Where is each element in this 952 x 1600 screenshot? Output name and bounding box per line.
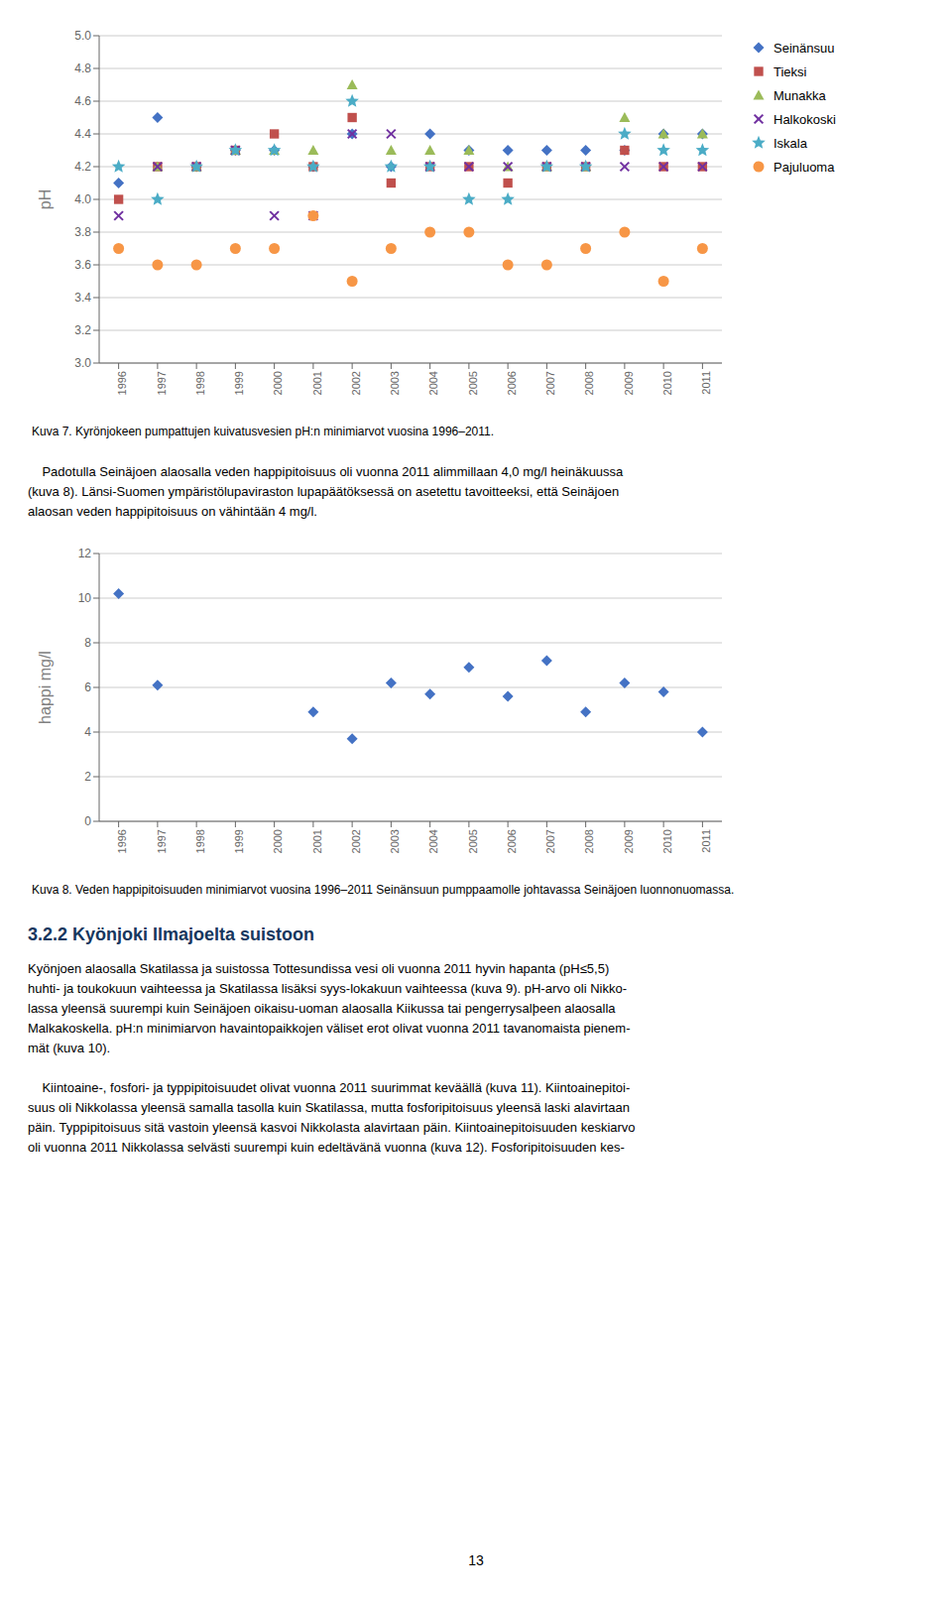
svg-text:4: 4 — [84, 724, 92, 739]
html-text:Munakka: Munakka — [773, 87, 826, 103]
svg-text:2009: 2009 — [622, 370, 635, 395]
svg-text:1999: 1999 — [233, 370, 245, 395]
svg-text:3.2: 3.2 — [74, 323, 92, 338]
svg-text:2009: 2009 — [622, 829, 635, 853]
html-text:huhti- ja toukokuun vaihteessa: huhti- ja toukokuun vaihteessa ja Skatil… — [27, 980, 627, 996]
svg-text:2010: 2010 — [661, 370, 674, 395]
svg-text:pH: pH — [36, 189, 54, 210]
svg-text:2000: 2000 — [271, 370, 284, 395]
html-text:Kiintoaine-, fosfori- ja typpi: Kiintoaine-, fosfori- ja typpipitoisuude… — [27, 1079, 630, 1095]
svg-text:1998: 1998 — [194, 370, 207, 395]
svg-text:2005: 2005 — [467, 829, 479, 853]
svg-text:1996: 1996 — [116, 829, 128, 853]
svg-text:2011: 2011 — [700, 370, 713, 395]
svg-text:3.8: 3.8 — [74, 225, 92, 239]
svg-text:2000: 2000 — [271, 829, 284, 853]
svg-text:1999: 1999 — [233, 829, 245, 853]
svg-text:2002: 2002 — [350, 370, 362, 395]
svg-text:10: 10 — [78, 591, 93, 605]
svg-text:1997: 1997 — [155, 370, 168, 395]
html-text:Pajuluoma: Pajuluoma — [773, 159, 835, 175]
html-text:3.2.2 Kyönjoki Ilmajoelta suis: 3.2.2 Kyönjoki Ilmajoelta suistoon — [27, 924, 315, 945]
svg-text:3.4: 3.4 — [74, 290, 92, 305]
svg-text:3.6: 3.6 — [74, 257, 92, 272]
svg-text:2001: 2001 — [311, 829, 324, 853]
html-text:suus oli Nikkolassa yleensä sa: suus oli Nikkolassa yleensä samalla taso… — [27, 1099, 630, 1115]
svg-text:12: 12 — [78, 546, 93, 561]
svg-text:2003: 2003 — [388, 370, 401, 395]
svg-text:4.4: 4.4 — [74, 126, 92, 141]
html-text:Iskala: Iskala — [773, 135, 808, 151]
svg-text:1998: 1998 — [194, 829, 207, 853]
svg-text:2007: 2007 — [544, 370, 557, 395]
svg-text:8: 8 — [84, 635, 92, 650]
svg-text:3.0: 3.0 — [74, 356, 92, 370]
svg-text:2002: 2002 — [350, 829, 362, 853]
svg-text:4.2: 4.2 — [74, 159, 92, 174]
svg-text:2005: 2005 — [467, 370, 479, 395]
svg-text:2007: 2007 — [544, 829, 557, 853]
svg-text:4.0: 4.0 — [74, 192, 92, 207]
svg-text:2001: 2001 — [311, 370, 324, 395]
svg-text:2008: 2008 — [583, 370, 595, 395]
html-text:Kuva 7. Kyrönjokeen pumpattuje: Kuva 7. Kyrönjokeen pumpattujen kuivatus… — [31, 424, 494, 439]
svg-text:2: 2 — [84, 769, 92, 784]
svg-text:5.0: 5.0 — [74, 28, 92, 43]
svg-text:1997: 1997 — [155, 829, 168, 853]
html-text:Kuva 8. Veden happipitoisuuden: Kuva 8. Veden happipitoisuuden minimiarv… — [31, 882, 735, 897]
html-text:Padotulla Seinäjoen alaosalla: Padotulla Seinäjoen alaosalla veden happ… — [27, 464, 624, 479]
svg-text:6: 6 — [84, 680, 92, 695]
svg-text:2006: 2006 — [505, 370, 518, 395]
html-text:mät (kuva 10).: mät (kuva 10). — [27, 1040, 111, 1056]
svg-text:2004: 2004 — [427, 370, 440, 395]
svg-text:1996: 1996 — [116, 370, 128, 395]
html-text:Malkakoskella. pH:n minimiarvo: Malkakoskella. pH:n minimiarvon havainto… — [27, 1020, 631, 1036]
svg-text:happi mg/l: happi mg/l — [36, 650, 54, 724]
html-text:Tieksi: Tieksi — [773, 63, 807, 79]
html-text:oli vuonna 2011 Nikkolassa sel: oli vuonna 2011 Nikkolassa selvästi suur… — [27, 1139, 625, 1155]
svg-text:2003: 2003 — [388, 829, 401, 853]
svg-text:2010: 2010 — [661, 829, 674, 853]
html-text:Kyönjoen alaosalla Skatilassa: Kyönjoen alaosalla Skatilassa ja suistos… — [27, 960, 610, 976]
html-text:Halkokoski: Halkokoski — [773, 111, 836, 127]
svg-text:0: 0 — [84, 814, 92, 829]
svg-text:2011: 2011 — [700, 829, 713, 853]
html-text:päin. Typpipitoisuus sitä vast: päin. Typpipitoisuus sitä vastoin yleens… — [27, 1119, 636, 1135]
svg-text:2008: 2008 — [583, 829, 595, 853]
html-text:13: 13 — [468, 1551, 484, 1568]
svg-text:2006: 2006 — [505, 829, 518, 853]
html-text:alaosan veden happipitoisuus o: alaosan veden happipitoisuus on vähintää… — [27, 503, 318, 519]
svg-text:2004: 2004 — [427, 829, 440, 853]
html-text:lassa yleensä suurempi kuin Se: lassa yleensä suurempi kuin Seinäjoen oi… — [27, 1000, 616, 1016]
svg-text:4.6: 4.6 — [74, 94, 92, 109]
svg-text:4.8: 4.8 — [74, 61, 92, 76]
html-text:(kuva 8). Länsi-Suomen ympäris: (kuva 8). Länsi-Suomen ympäristölupavira… — [27, 483, 619, 499]
html-text:Seinänsuu: Seinänsuu — [773, 40, 835, 56]
